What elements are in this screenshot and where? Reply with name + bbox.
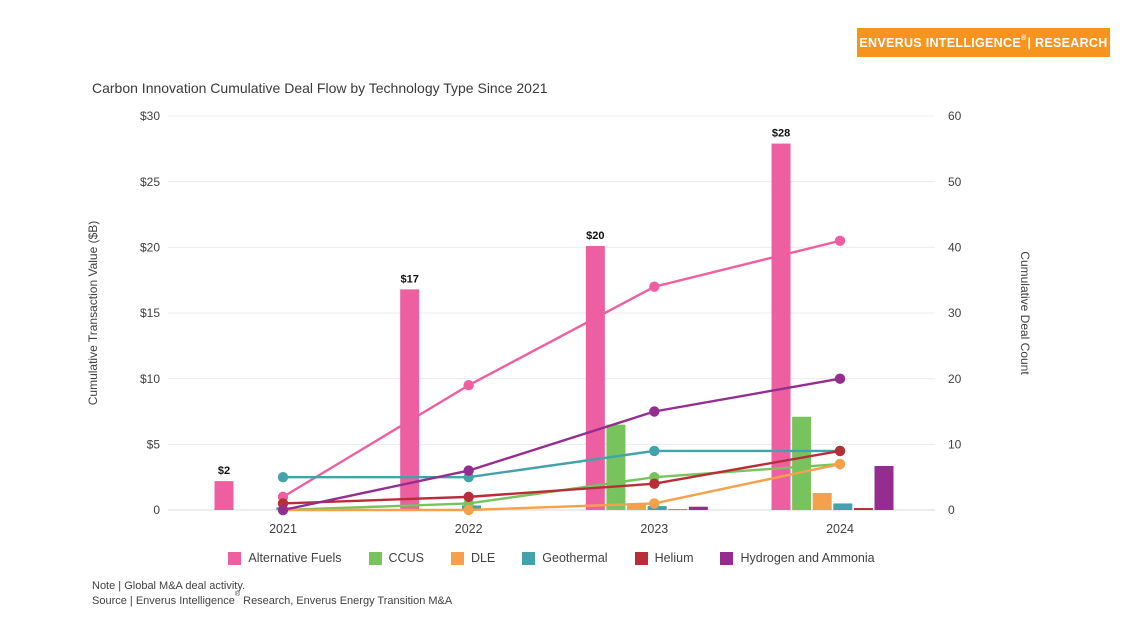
badge-unit-text: | RESEARCH xyxy=(1027,35,1108,50)
legend-label: DLE xyxy=(470,551,496,565)
right-axis-tick-label: 10 xyxy=(948,438,962,452)
point-dle xyxy=(649,498,660,509)
bar-value-label: $17 xyxy=(400,273,418,285)
bar-helium xyxy=(668,509,688,510)
bar-geothermal xyxy=(647,506,667,510)
left-axis-tick-label: $30 xyxy=(140,109,160,123)
left-axis-tick-label: 0 xyxy=(153,503,160,517)
legend-item-geothermal: Geothermal xyxy=(522,551,608,565)
x-axis-tick-label: 2024 xyxy=(826,522,854,536)
legend-item-ccus: CCUS xyxy=(368,551,424,565)
bar-value-label: $20 xyxy=(586,230,604,242)
bar-dle xyxy=(627,504,647,510)
line-hydrogen-and-ammonia xyxy=(282,377,841,512)
footnotes: Note | Global M&A deal activity. Source … xyxy=(92,579,452,609)
left-axis-tick-label: $10 xyxy=(140,372,160,386)
right-axis-tick-label: 20 xyxy=(948,372,962,386)
point-dle xyxy=(463,504,474,516)
badge-brand-text: ENVERUS INTELLIGENCE xyxy=(859,35,1021,50)
right-axis-tick-label: 60 xyxy=(948,109,962,123)
legend-swatch-dle xyxy=(450,551,464,565)
left-axis-tick-label: $20 xyxy=(140,241,160,255)
line-geothermal xyxy=(283,449,841,479)
left-axis-tick-label: $15 xyxy=(140,306,160,320)
legend-item-alternative-fuels: Alternative Fuels xyxy=(228,551,342,565)
bar-alternative-fuels xyxy=(400,289,420,510)
bar-ccus xyxy=(792,416,812,510)
point-dle xyxy=(834,458,846,470)
legend-swatch-helium xyxy=(634,551,648,565)
x-axis-tick-label: 2021 xyxy=(269,522,297,536)
line-alternative-fuels xyxy=(282,239,841,498)
legend-label: Hydrogen and Ammonia xyxy=(740,551,875,565)
line-ccus xyxy=(282,462,841,512)
right-axis-tick-label: 40 xyxy=(948,241,962,255)
legend-label: CCUS xyxy=(388,551,424,565)
bar-value-label: $2 xyxy=(218,465,230,477)
x-axis-tick-label: 2023 xyxy=(640,522,668,536)
bar-helium xyxy=(853,508,873,510)
right-axis-title: Cumulative Deal Count xyxy=(1018,251,1032,375)
point-helium xyxy=(463,491,474,503)
x-axis-tick-label: 2022 xyxy=(455,522,483,536)
bar-hydrogen-and-ammonia xyxy=(874,466,894,510)
line-dle xyxy=(283,462,841,512)
point-hydrogen-and-ammonia xyxy=(463,465,474,476)
point-alternative-fuels xyxy=(463,380,474,391)
point-hydrogen-and-ammonia xyxy=(649,406,660,417)
legend-label: Geothermal xyxy=(542,551,608,565)
legend-swatch-hydrogen-and-ammonia xyxy=(720,551,734,565)
legend-item-dle: DLE xyxy=(450,551,496,565)
legend-item-hydrogen-and-ammonia: Hydrogen and Ammonia xyxy=(720,551,875,565)
bar-value-label: $28 xyxy=(772,128,790,140)
left-axis-tick-label: $25 xyxy=(140,175,160,189)
note-line: Note | Global M&A deal activity. xyxy=(92,580,246,592)
line-helium xyxy=(282,449,841,505)
right-axis-tick-label: 30 xyxy=(948,306,962,320)
right-axis-tick-label: 50 xyxy=(948,175,962,189)
point-alternative-fuels xyxy=(834,235,846,246)
chart-title: Carbon Innovation Cumulative Deal Flow b… xyxy=(92,80,548,96)
point-helium xyxy=(649,478,660,489)
legend-swatch-ccus xyxy=(368,551,382,565)
bar-alternative-fuels xyxy=(214,481,234,510)
point-alternative-fuels xyxy=(649,281,660,292)
left-axis-title: Cumulative Transaction Value ($B) xyxy=(86,221,100,406)
legend-item-helium: Helium xyxy=(634,551,694,565)
registered-trademark-icon: ® xyxy=(234,591,241,599)
point-geothermal xyxy=(277,471,289,483)
bar-alternative-fuels xyxy=(585,246,605,510)
bar-dle xyxy=(812,492,832,510)
point-helium xyxy=(834,445,846,457)
bar-ccus xyxy=(606,424,626,510)
bar-geothermal xyxy=(833,503,853,510)
chart-legend: Alternative Fuels CCUS DLE Geothermal Helium… xyxy=(168,551,935,565)
left-axis-tick-label: $5 xyxy=(147,438,161,452)
point-hydrogen-and-ammonia xyxy=(834,373,846,384)
legend-swatch-alternative-fuels xyxy=(228,551,242,565)
point-geothermal xyxy=(649,445,660,457)
legend-swatch-geothermal xyxy=(522,551,536,565)
legend-label: Alternative Fuels xyxy=(248,551,342,565)
bar-alternative-fuels xyxy=(771,143,791,510)
bar-hydrogen-and-ammonia xyxy=(688,506,708,510)
point-hydrogen-and-ammonia xyxy=(277,504,289,516)
enverus-intelligence-research-badge: ENVERUS INTELLIGENCE ® | RESEARCH xyxy=(857,28,1110,57)
source-line: Source | Enverus Intelligence® Research,… xyxy=(92,591,453,607)
legend-label: Helium xyxy=(654,551,694,565)
right-axis-tick-label: 0 xyxy=(948,503,955,517)
